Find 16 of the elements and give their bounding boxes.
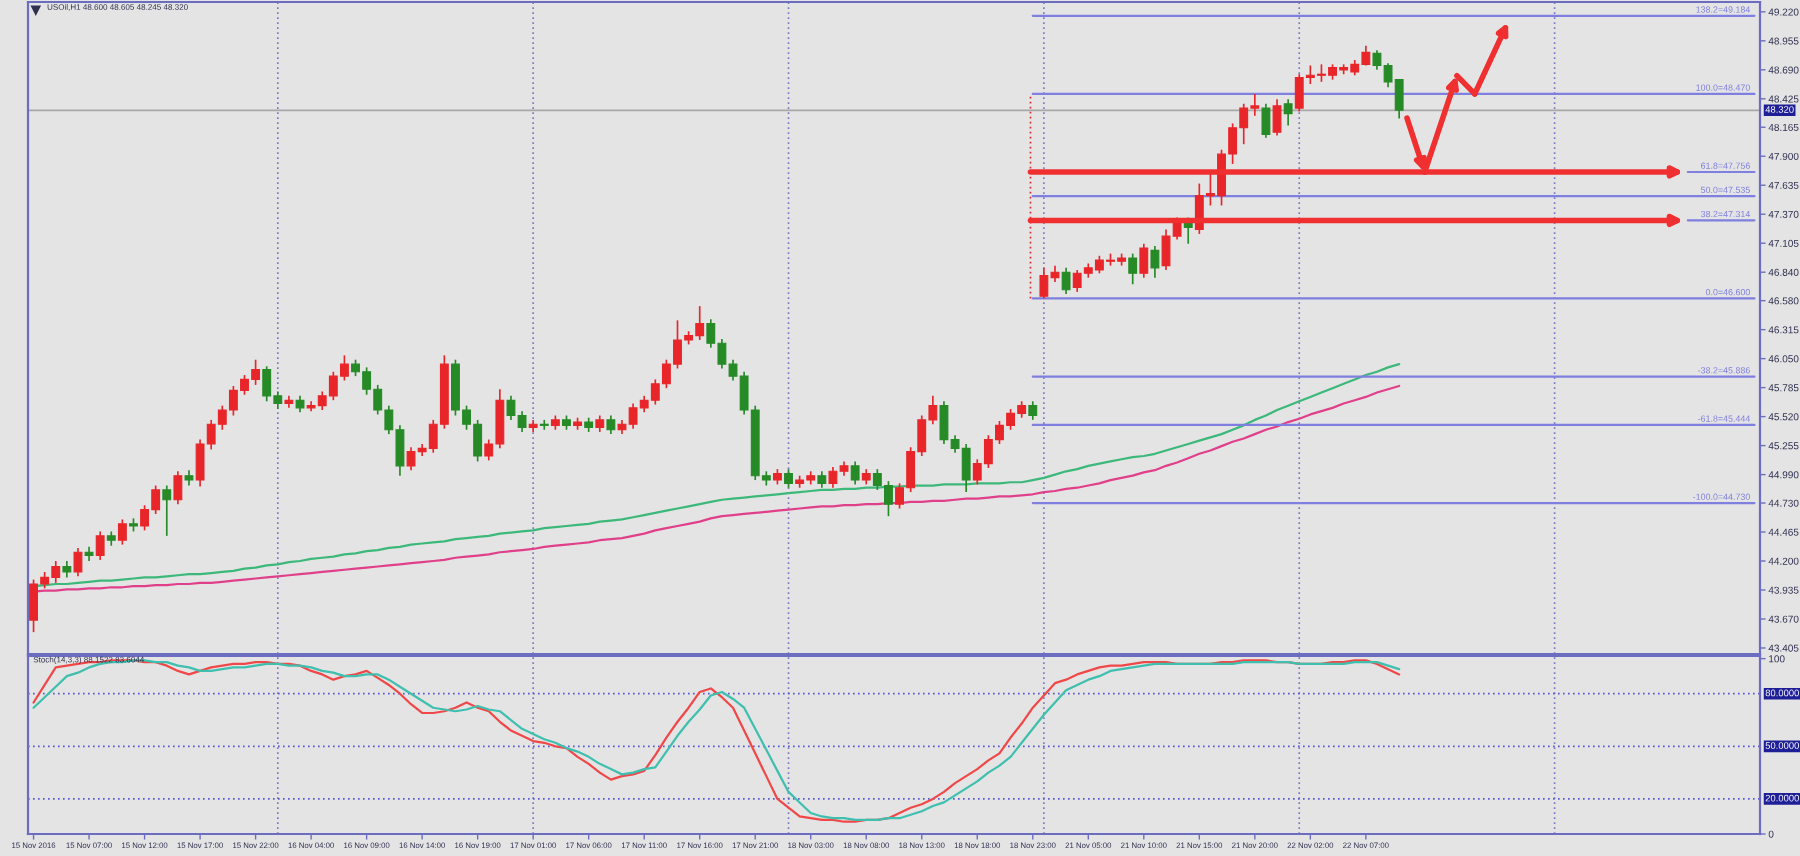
candlestick: [1028, 400, 1038, 421]
candlestick: [1061, 266, 1071, 295]
candlestick: [1150, 245, 1160, 279]
candlestick: [1128, 252, 1138, 286]
candlestick: [1139, 242, 1149, 279]
candlestick: [173, 470, 183, 505]
candlestick: [117, 518, 127, 546]
candlestick: [73, 547, 83, 578]
candlestick: [1283, 98, 1293, 127]
candlestick: [1261, 102, 1271, 139]
candlestick: [850, 460, 860, 486]
candlestick: [606, 414, 616, 435]
candlestick: [95, 530, 105, 561]
candlestick: [1272, 98, 1282, 137]
candlestick: [162, 484, 172, 537]
candlestick: [539, 419, 549, 431]
